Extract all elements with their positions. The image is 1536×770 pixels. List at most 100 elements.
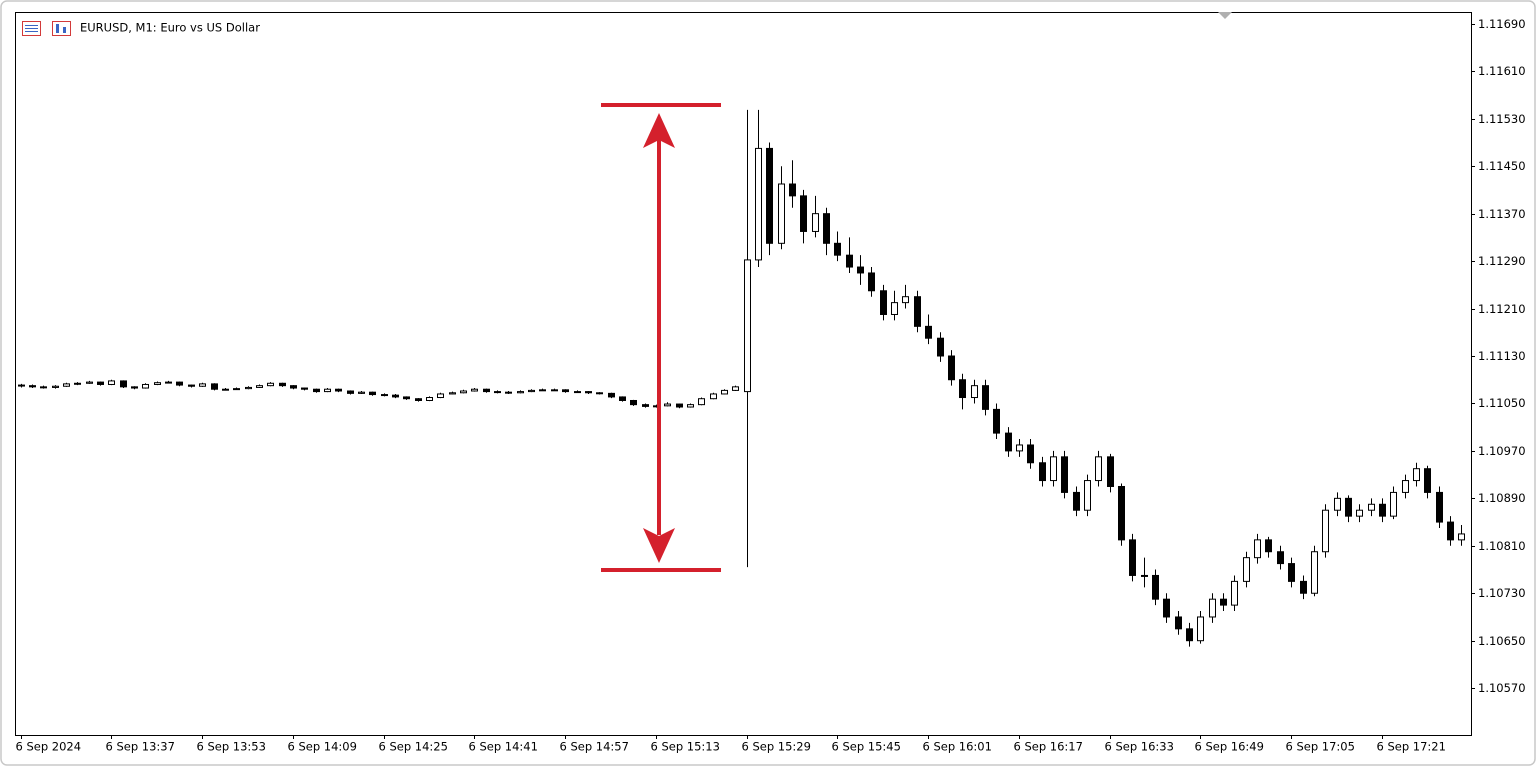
candle-body	[290, 385, 297, 389]
candle-body	[369, 391, 376, 396]
candle-body	[1254, 539, 1261, 559]
candle-body	[97, 381, 104, 385]
candle-body	[925, 325, 932, 339]
icon	[63, 27, 66, 33]
candle-body	[1220, 598, 1227, 606]
x-tick-label: 6 Sep 14:09	[288, 740, 357, 754]
candle-body	[131, 386, 138, 389]
candle-body	[596, 392, 603, 395]
candle-body	[812, 213, 819, 232]
x-tick-label: 6 Sep 14:25	[379, 740, 448, 754]
candle-body	[539, 389, 546, 392]
candle-body	[948, 355, 955, 381]
y-tick-label: 1.10570	[1478, 681, 1526, 695]
candle-body	[1073, 491, 1080, 511]
y-tick-label: 1.10730	[1478, 586, 1526, 600]
candle-body	[574, 391, 581, 394]
candle-body	[1436, 491, 1443, 523]
candle-body	[165, 381, 172, 384]
candle-body	[698, 398, 705, 406]
candle-body	[392, 394, 399, 398]
candle-body	[108, 380, 115, 385]
candle-body	[710, 393, 717, 400]
candle-body	[1005, 432, 1012, 452]
candle-body	[301, 387, 308, 390]
candle-body	[1356, 509, 1363, 517]
candle-body	[494, 391, 501, 394]
candle-body	[1311, 551, 1318, 594]
shift-marker	[1218, 12, 1232, 19]
candle-body	[1084, 480, 1091, 511]
candle-body	[1107, 456, 1114, 487]
candle-body	[800, 195, 807, 232]
candle-body	[1050, 456, 1057, 482]
plot-frame	[15, 12, 1472, 736]
candle-body	[755, 147, 762, 261]
y-tick-label: 1.10970	[1478, 444, 1526, 458]
candle-body	[902, 296, 909, 304]
y-tick-label: 1.11450	[1478, 159, 1526, 173]
candle-body	[664, 403, 671, 407]
candle-body	[358, 391, 365, 394]
candle-body	[846, 254, 853, 268]
y-tick-label: 1.10890	[1478, 491, 1526, 505]
y-tick-label: 1.11610	[1478, 64, 1526, 78]
y-tick-label: 1.11050	[1478, 396, 1526, 410]
candle-body	[1061, 456, 1068, 493]
candle-body	[562, 389, 569, 393]
candle-body	[823, 213, 830, 244]
candle-body	[347, 390, 354, 394]
candle-body	[335, 388, 342, 392]
candle-body	[744, 259, 751, 393]
candle-body	[1209, 598, 1216, 618]
x-tick-label: 6 Sep 16:49	[1195, 740, 1264, 754]
x-tick-label: 6 Sep 15:29	[742, 740, 811, 754]
arrow-head	[643, 113, 675, 148]
candle-body	[505, 391, 512, 394]
candle-body	[766, 147, 773, 244]
candle-body	[1039, 462, 1046, 482]
candle-body	[211, 383, 218, 390]
candle-body	[1402, 480, 1409, 493]
candle-body	[1118, 485, 1125, 541]
candle-body	[1175, 616, 1182, 630]
arrow-head	[643, 528, 675, 563]
candle-body	[1152, 574, 1159, 600]
candle-body	[233, 388, 240, 391]
candle-body	[630, 399, 637, 406]
candle-body	[256, 385, 263, 388]
candle-body	[1379, 503, 1386, 517]
candle-body	[732, 386, 739, 391]
candle-body	[437, 393, 444, 399]
candle-body	[857, 266, 864, 274]
candle-body	[449, 392, 456, 395]
icon	[52, 21, 71, 36]
candle-body	[1322, 509, 1329, 553]
candle-body	[1186, 628, 1193, 642]
candle-body	[1016, 444, 1023, 452]
x-tick-label: 6 Sep 13:37	[106, 740, 175, 754]
candle-body	[40, 386, 47, 389]
candle-body	[619, 396, 626, 401]
x-tick-label: 6 Sep 13:53	[197, 740, 266, 754]
candle-body	[426, 397, 433, 401]
toolbar-icons	[22, 21, 71, 36]
candle-body	[1197, 616, 1204, 642]
candle-body	[1265, 539, 1272, 553]
y-tick-label: 1.11370	[1478, 207, 1526, 221]
x-tick-label: 6 Sep 2024	[16, 740, 82, 754]
candle-body	[313, 388, 320, 393]
candle-body	[1129, 539, 1136, 576]
candle-body	[1334, 497, 1341, 511]
y-tick-label: 1.11130	[1478, 349, 1526, 363]
candle-body	[245, 386, 252, 390]
candle-body	[142, 383, 149, 389]
candle-body	[1368, 503, 1375, 511]
candle-body	[188, 384, 195, 387]
candle-body	[1300, 580, 1307, 594]
candle-body	[937, 337, 944, 357]
candle-body	[993, 408, 1000, 434]
